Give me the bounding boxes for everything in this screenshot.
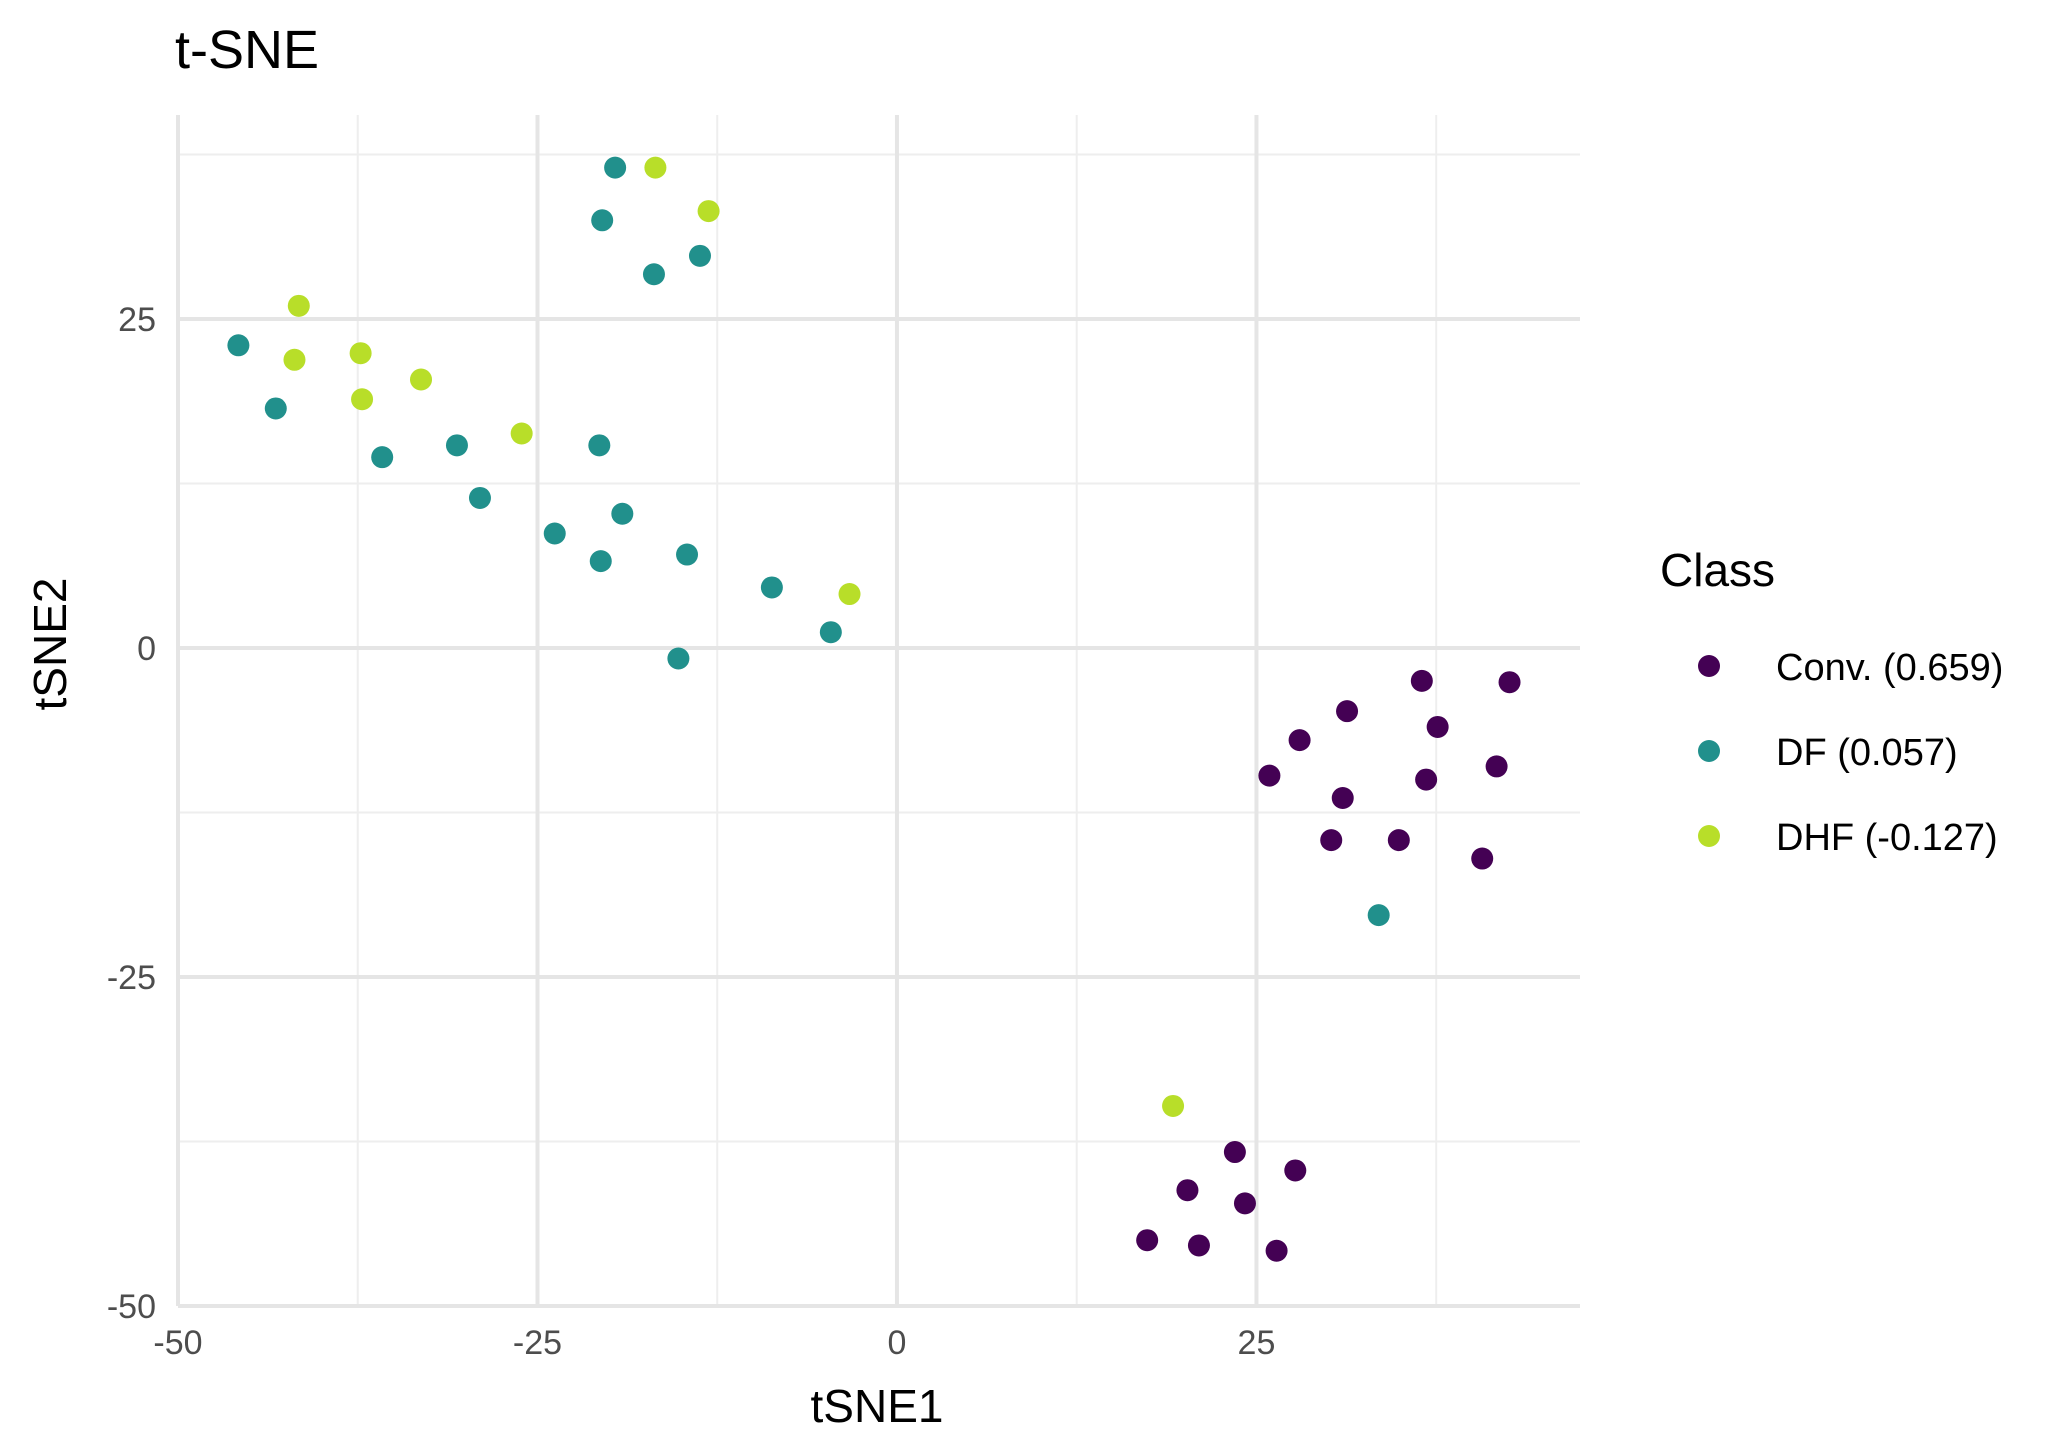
scatter-point (1320, 829, 1343, 852)
scatter-point (264, 397, 287, 420)
scatter-point (283, 348, 306, 371)
scatter-point (667, 647, 690, 670)
scatter-point (1187, 1234, 1210, 1257)
scatter-point (510, 422, 533, 445)
scatter-point (371, 446, 394, 469)
scatter-point (1485, 755, 1508, 778)
scatter-point (410, 368, 433, 391)
scatter-point (1288, 729, 1311, 752)
scatter-point (760, 576, 783, 599)
scatter-point (1284, 1159, 1307, 1182)
scatter-point (445, 434, 468, 457)
x-axis-ticks: -50 -25 0 25 (153, 1324, 1275, 1362)
y-tick-label: 0 (137, 630, 156, 668)
scatter-point (543, 522, 566, 545)
legend-items: Conv. (0.659) DF (0.057) DHF (-0.127) (1698, 647, 2003, 859)
scatter-point (349, 342, 372, 365)
legend-key (1698, 740, 1720, 762)
x-tick-label: 0 (888, 1324, 907, 1362)
x-tick-label: 25 (1238, 1324, 1276, 1362)
legend-title: Class (1660, 544, 1775, 596)
y-tick-label: -25 (107, 959, 156, 997)
x-axis-title: tSNE1 (811, 1380, 944, 1432)
scatter-point (1498, 671, 1521, 694)
scatter-point (1162, 1094, 1185, 1117)
scatter-point (688, 244, 711, 267)
scatter-point (227, 334, 250, 357)
scatter-point (1387, 829, 1410, 852)
y-tick-label: -50 (107, 1288, 156, 1326)
x-tick-label: -50 (153, 1324, 202, 1362)
legend-key (1698, 825, 1720, 847)
plot-grid (176, 115, 1580, 1308)
scatter-point (1136, 1229, 1159, 1252)
scatter-point (644, 156, 667, 179)
scatter-point (1471, 847, 1494, 870)
scatter-point (1331, 787, 1354, 810)
scatter-point (1415, 768, 1438, 791)
scatter-point (611, 502, 634, 525)
y-axis-title: tSNE2 (24, 578, 76, 711)
scatter-point (287, 294, 310, 317)
scatter-point (589, 550, 612, 573)
scatter-point (1258, 764, 1281, 787)
legend-label: DHF (-0.127) (1776, 817, 1998, 859)
scatter-point (642, 263, 665, 286)
scatter-point (697, 200, 720, 223)
scatter-point (819, 621, 842, 644)
scatter-point (1176, 1179, 1199, 1202)
legend: Class Conv. (0.659) DF (0.057) DHF (-0.127… (1660, 544, 2003, 859)
legend-label: DF (0.057) (1776, 732, 1958, 774)
legend-key (1698, 655, 1720, 677)
scatter-point (676, 543, 699, 566)
scatter-point (1410, 669, 1433, 692)
scatter-point (838, 583, 861, 606)
scatter-point (1265, 1239, 1288, 1262)
scatter-point (1223, 1141, 1246, 1164)
scatter-point (588, 434, 611, 457)
scatter-point (1336, 700, 1359, 723)
y-axis-ticks: -50 -25 0 25 (107, 301, 156, 1326)
y-tick-label: 25 (118, 301, 156, 339)
chart-title: t-SNE (175, 20, 319, 80)
scatter-point (468, 486, 491, 509)
scatter-point (1367, 904, 1390, 927)
scatter-point (351, 388, 374, 411)
x-tick-label: -25 (513, 1324, 562, 1362)
scatter-point (604, 156, 627, 179)
scatter-point (591, 209, 614, 232)
legend-label: Conv. (0.659) (1776, 647, 2003, 689)
scatter-point (1233, 1192, 1256, 1215)
scatter-point (1426, 715, 1449, 738)
plot-points (227, 156, 1521, 1262)
